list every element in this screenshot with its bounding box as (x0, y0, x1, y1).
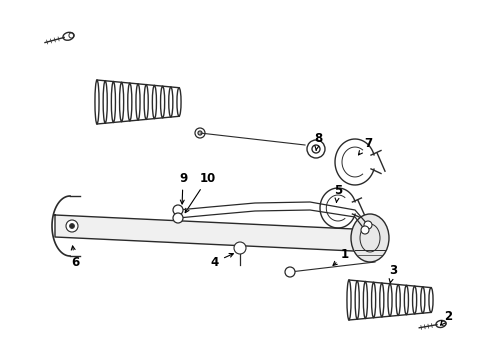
Circle shape (364, 221, 372, 229)
Text: 5: 5 (334, 184, 342, 202)
Circle shape (361, 226, 369, 234)
Ellipse shape (351, 214, 389, 262)
Polygon shape (55, 215, 375, 252)
Text: 9: 9 (179, 171, 187, 204)
Text: 6: 6 (71, 246, 79, 269)
Text: 7: 7 (359, 136, 372, 155)
Circle shape (173, 205, 183, 215)
Text: 1: 1 (333, 248, 349, 265)
Circle shape (173, 213, 183, 223)
Text: 8: 8 (314, 131, 322, 150)
Circle shape (234, 242, 246, 254)
Text: 3: 3 (389, 264, 397, 283)
Circle shape (70, 224, 74, 229)
Text: 4: 4 (211, 253, 233, 269)
Circle shape (285, 267, 295, 277)
Circle shape (66, 220, 78, 232)
Text: 10: 10 (185, 171, 216, 213)
Text: 2: 2 (441, 310, 452, 325)
